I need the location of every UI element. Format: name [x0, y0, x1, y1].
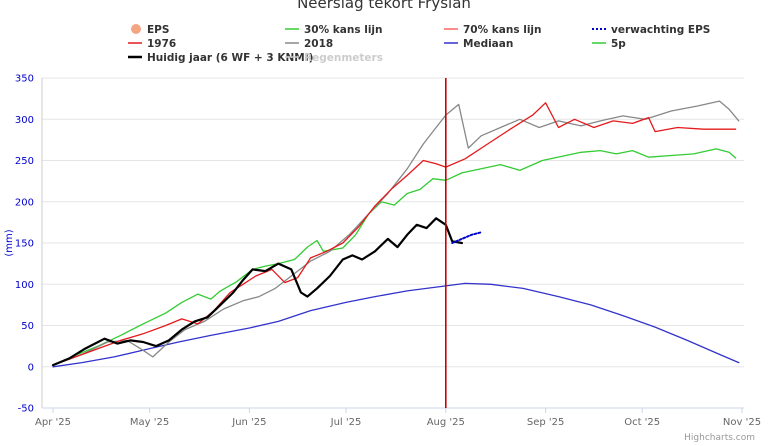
legend-label: 70% kans lijn: [463, 24, 542, 36]
legend-label: Regenmeters: [304, 52, 383, 64]
series-line-1976[interactable]: [52, 102, 737, 366]
y-tick-label: 300: [15, 115, 34, 126]
y-axis-title: (mm): [4, 229, 15, 256]
y-tick-label: 50: [21, 321, 34, 332]
legend-label: Mediaan: [463, 38, 513, 50]
y-axis: -50 0 50 100 150 200 250 300 350: [15, 74, 34, 415]
x-tick-label: Jul '25: [330, 417, 362, 428]
legend-label: Huidig jaar (6 WF + 3 KNMI): [147, 52, 313, 64]
legend-item-regenmeters[interactable]: Regenmeters: [285, 52, 383, 64]
legend-label: EPS: [147, 24, 169, 36]
series-line-huidig-jaar-6-wf-3-knmi[interactable]: [51, 217, 463, 367]
x-axis: Apr '25 May '25 Jun '25 Jul '25 Aug '25 Sep '…: [35, 407, 761, 428]
legend-item-30-kans-lijn[interactable]: 30% kans lijn: [285, 24, 383, 36]
series-group: [51, 100, 740, 368]
series-line-mediaan[interactable]: [52, 282, 740, 368]
legend: EPS 30% kans lijn 70% kans lijn verwachting…: [128, 24, 710, 64]
y-tick-label: 150: [15, 239, 34, 250]
series-line-2018[interactable]: [52, 100, 740, 366]
legend-item-mediaan[interactable]: Mediaan: [444, 38, 513, 50]
series-line-30-kans-lijn[interactable]: [52, 148, 737, 366]
x-tick-label: Aug '25: [427, 417, 465, 428]
x-tick-label: Sep '25: [527, 417, 565, 428]
legend-label: 5p: [611, 38, 626, 50]
y-tick-label: -50: [18, 404, 34, 415]
y-tick-label: 250: [15, 156, 34, 167]
legend-label: 1976: [147, 38, 176, 50]
y-tick-label: 0: [28, 362, 34, 373]
x-tick-label: Oct '25: [624, 417, 660, 428]
legend-item-70-kans-lijn[interactable]: 70% kans lijn: [444, 24, 542, 36]
legend-item-2018[interactable]: 2018: [285, 38, 333, 50]
y-tick-label: 350: [15, 74, 34, 85]
legend-item-verwachting-eps[interactable]: verwachting EPS: [592, 24, 710, 36]
x-tick-label: Apr '25: [35, 417, 71, 428]
legend-label: 2018: [304, 38, 333, 50]
legend-label: 30% kans lijn: [304, 24, 383, 36]
y-tick-label: 100: [15, 280, 34, 291]
legend-item-huidig-jaar-6-wf-3-knmi[interactable]: Huidig jaar (6 WF + 3 KNMI): [128, 52, 313, 64]
legend-item-5p[interactable]: 5p: [592, 38, 626, 50]
legend-item-eps[interactable]: EPS: [131, 24, 169, 36]
x-tick-label: May '25: [130, 417, 169, 428]
legend-label: verwachting EPS: [611, 24, 710, 36]
credits[interactable]: Highcharts.com: [684, 433, 755, 443]
x-tick-label: Nov '25: [723, 417, 761, 428]
legend-item-1976[interactable]: 1976: [128, 38, 176, 50]
legend-symbol: [131, 24, 141, 34]
series-line-verwachting-eps[interactable]: [451, 231, 483, 244]
chart-title: Neerslag tekort Fryslân: [297, 0, 471, 12]
x-tick-label: Jun '25: [231, 417, 266, 428]
y-tick-label: 200: [15, 197, 34, 208]
